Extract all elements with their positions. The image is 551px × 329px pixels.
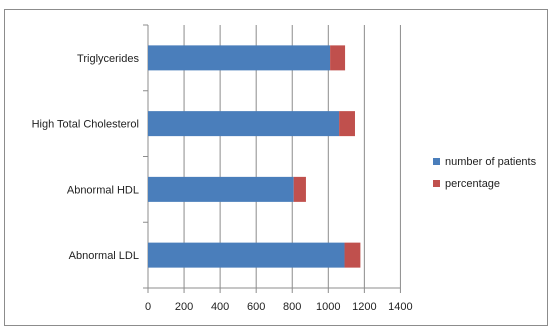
x-tick-label: 1200 [352, 301, 376, 313]
x-tick-label: 1400 [388, 301, 412, 313]
chart-frame: 0 200 400 600 800 1000 1200 1400 Abnormal LDL Abn… [4, 9, 548, 326]
x-tick-label: 600 [247, 301, 265, 313]
chart-svg: 0 200 400 600 800 1000 1200 1400 Abnormal LDL Abn… [32, 24, 537, 313]
category-label: Abnormal HDL [67, 184, 139, 196]
x-tick-label: 0 [145, 301, 151, 313]
x-tick-label: 1000 [316, 301, 340, 313]
legend-swatch [433, 180, 440, 187]
bar-number-of-patients [148, 176, 294, 202]
x-tick-label: 800 [283, 301, 301, 313]
category-label: Abnormal LDL [69, 250, 139, 262]
bar-number-of-patients [148, 111, 340, 137]
legend-swatch [433, 158, 440, 165]
bar-percentage [293, 176, 306, 202]
bar-percentage [344, 242, 361, 268]
bar-percentage [330, 45, 346, 71]
x-tick-label: 200 [175, 301, 193, 313]
legend-label: percentage [445, 178, 500, 190]
x-tick-label: 400 [211, 301, 229, 313]
bar-number-of-patients [148, 45, 331, 71]
legend-label: number of patients [445, 156, 537, 168]
bar-percentage [339, 111, 355, 137]
bar-number-of-patients [148, 242, 345, 268]
category-label: Triglycerides [77, 53, 139, 65]
category-label: High Total Cholesterol [32, 119, 139, 131]
